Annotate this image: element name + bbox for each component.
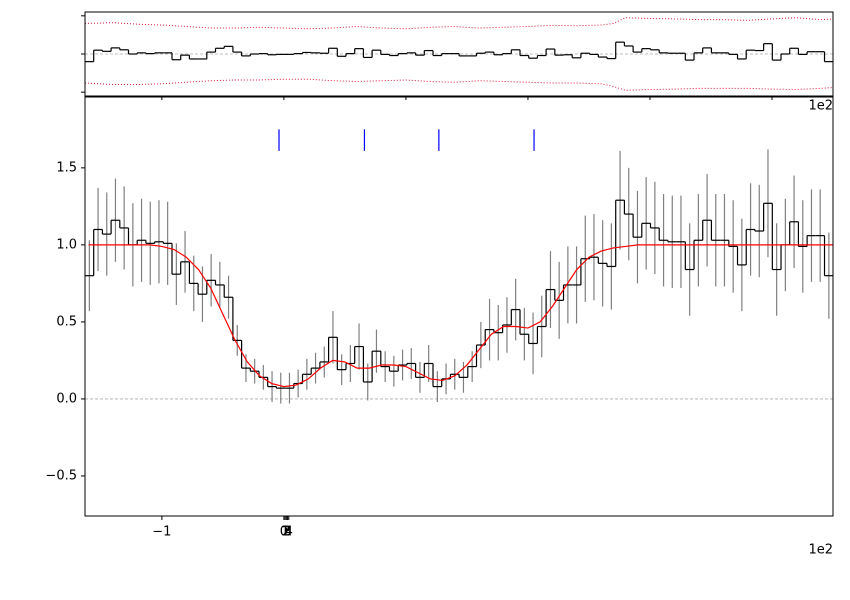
y-tick-label: 0.0 [56, 391, 77, 406]
x-tick-label: 1 [281, 525, 289, 540]
bound-line [85, 17, 833, 30]
x-offset-label: 1e2 [808, 543, 833, 558]
bound-line [85, 78, 833, 91]
y-tick-label: 1.0 [56, 237, 77, 252]
plot-area [85, 129, 833, 404]
y-tick-label: 0.5 [56, 314, 77, 329]
model-line [88, 244, 833, 388]
x-offset-label: 1e2 [808, 99, 833, 114]
y-tick-label: −0.5 [45, 468, 77, 483]
x-tick-label: 4 [285, 525, 293, 540]
x-tick-label: 0 [280, 525, 288, 540]
plot-area [85, 17, 833, 91]
x-tick-label: −1 [152, 525, 171, 540]
axes-frame [84, 96, 834, 517]
y-tick-label: 1.5 [56, 160, 77, 175]
x-tick-label: 3 [283, 525, 291, 540]
x-tick-label: 2 [282, 525, 290, 540]
